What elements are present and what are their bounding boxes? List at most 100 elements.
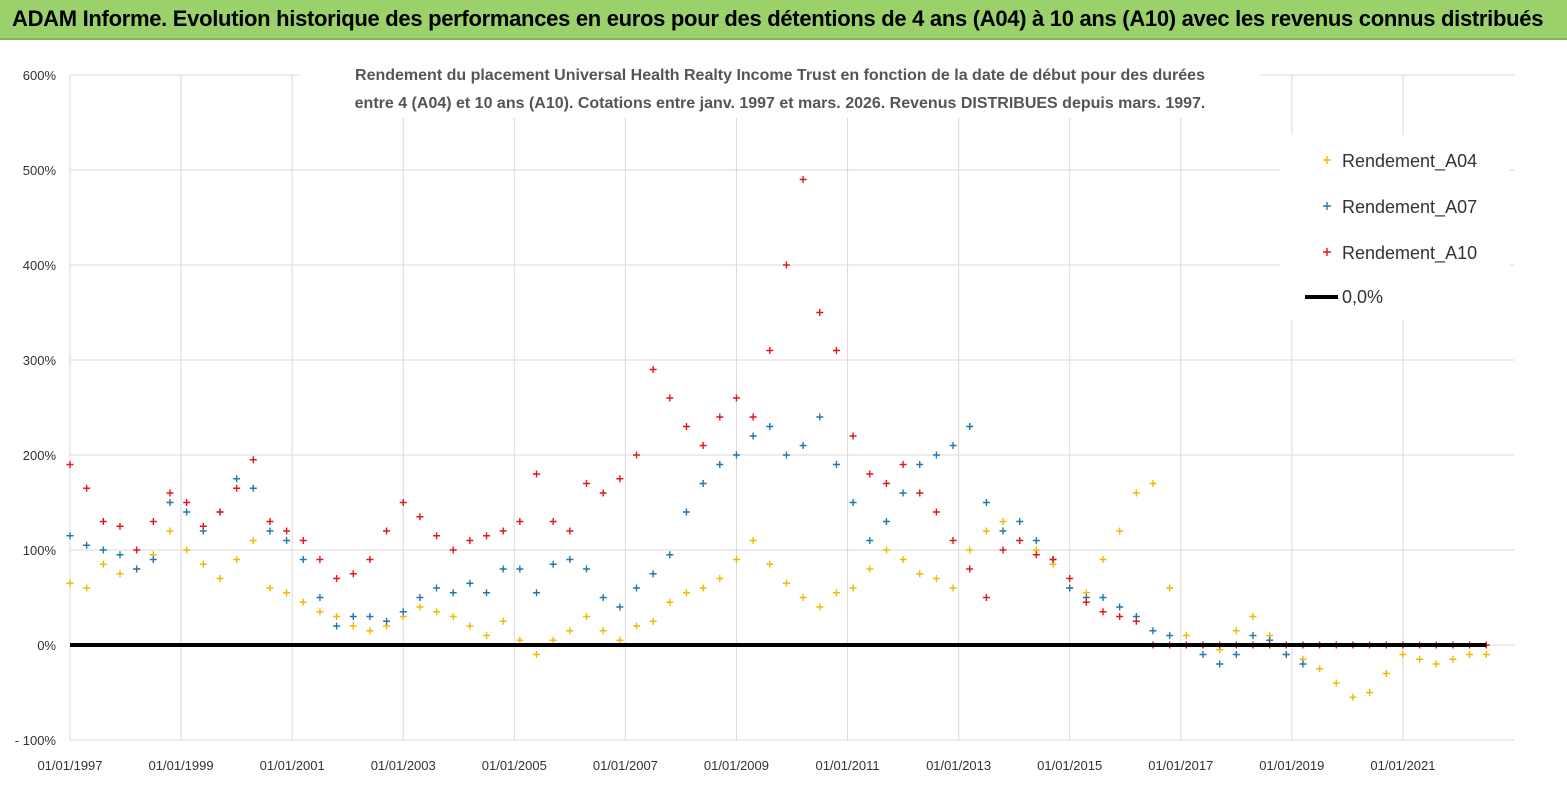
data-point — [782, 261, 790, 269]
data-point — [782, 451, 790, 459]
legend: Rendement_A04 Rendement_A07 Rendement_A1… — [1280, 135, 1510, 320]
legend-label-zero: 0,0% — [1342, 287, 1383, 307]
data-point — [149, 518, 157, 525]
data-point — [533, 651, 541, 658]
vertical-gridlines — [69, 75, 1404, 740]
x-tick-label: 01/01/2015 — [1037, 758, 1102, 773]
data-point — [416, 513, 424, 521]
data-point — [183, 499, 191, 506]
data-point — [1349, 693, 1357, 701]
data-point — [599, 594, 607, 601]
data-point — [966, 546, 974, 554]
data-point — [416, 594, 424, 601]
data-point — [483, 632, 491, 639]
data-point — [816, 309, 824, 316]
data-point — [932, 575, 940, 582]
chart-title-line2: entre 4 (A04) et 10 ans (A10). Cotations… — [355, 95, 1206, 112]
data-point — [982, 594, 990, 601]
data-point — [149, 556, 157, 563]
data-point — [1082, 598, 1090, 606]
data-point — [533, 470, 541, 478]
data-point — [1032, 537, 1040, 544]
data-point — [583, 480, 591, 487]
data-point — [616, 475, 624, 483]
y-tick-label: 300% — [23, 353, 57, 368]
data-point — [449, 613, 457, 620]
data-point — [299, 537, 307, 544]
data-point — [1182, 632, 1190, 639]
data-point — [849, 584, 857, 592]
title-banner: ADAM Informe. Evolution historique des p… — [0, 0, 1567, 40]
data-point — [1049, 556, 1057, 563]
data-point — [949, 537, 957, 544]
chart-title-line1: Rendement du placement Universal Health … — [355, 67, 1205, 84]
data-point — [199, 560, 207, 568]
data-point — [1249, 613, 1257, 620]
data-point — [1299, 660, 1307, 668]
data-point — [133, 565, 141, 573]
data-point — [716, 461, 724, 468]
data-point — [1132, 617, 1140, 625]
data-point — [116, 551, 124, 559]
data-point — [832, 461, 840, 468]
legend-label-a07: Rendement_A07 — [1342, 197, 1477, 218]
data-point — [682, 508, 690, 516]
data-point — [716, 575, 724, 582]
data-point — [866, 565, 874, 573]
data-point — [732, 556, 740, 563]
data-point — [316, 594, 324, 601]
data-point — [1132, 489, 1140, 497]
x-tick-label: 01/01/2021 — [1370, 758, 1435, 773]
data-point — [433, 532, 441, 540]
data-point — [1199, 651, 1207, 658]
data-point — [566, 627, 574, 635]
x-tick-label: 01/01/1997 — [37, 758, 102, 773]
data-point — [483, 589, 491, 597]
data-point — [949, 584, 957, 592]
data-point — [1116, 613, 1124, 620]
y-tick-label: 400% — [23, 258, 57, 273]
data-point — [283, 527, 291, 535]
data-point — [449, 589, 457, 597]
data-point — [1099, 594, 1107, 601]
data-point — [316, 556, 324, 563]
data-point — [866, 537, 874, 544]
data-point — [682, 589, 690, 597]
legend-marker-rendement-a04 — [1323, 156, 1331, 164]
data-point — [549, 560, 557, 568]
data-point — [366, 627, 374, 635]
data-point — [632, 451, 640, 459]
data-point — [616, 603, 624, 611]
y-tick-label: - 100% — [15, 733, 57, 748]
data-point — [849, 432, 857, 440]
data-point — [199, 522, 207, 530]
data-point — [749, 432, 757, 440]
data-point — [1149, 627, 1157, 635]
data-point — [1382, 670, 1390, 677]
data-point — [1466, 651, 1474, 658]
data-point — [666, 394, 674, 402]
data-point — [882, 518, 890, 525]
data-point — [549, 518, 557, 525]
data-point — [732, 394, 740, 402]
data-point — [649, 617, 657, 625]
data-point — [916, 570, 924, 578]
data-point — [982, 527, 990, 535]
data-point — [799, 442, 807, 449]
data-point — [982, 499, 990, 506]
data-point — [1016, 537, 1024, 544]
data-point — [766, 560, 774, 568]
data-point — [1232, 627, 1240, 635]
data-point — [466, 622, 474, 630]
data-point — [349, 613, 357, 620]
data-point — [99, 518, 107, 525]
data-point — [882, 546, 890, 554]
data-point — [899, 556, 907, 563]
data-point — [583, 565, 591, 573]
data-point — [349, 570, 357, 578]
data-point — [183, 508, 191, 516]
data-point — [249, 537, 257, 544]
data-point — [682, 423, 690, 430]
data-point — [233, 556, 241, 563]
data-point — [1366, 689, 1374, 696]
